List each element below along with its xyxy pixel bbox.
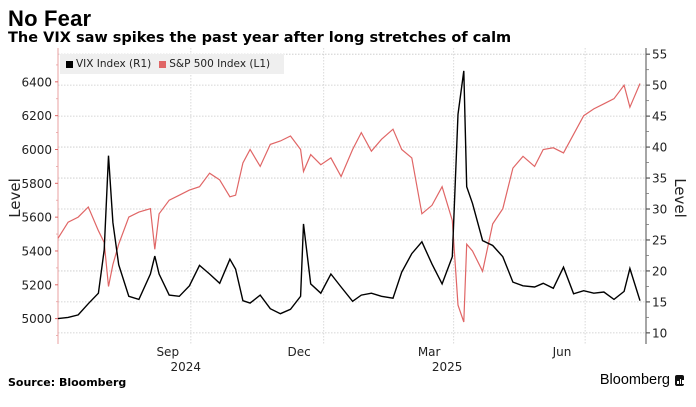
x-year-label: 2025 [432, 360, 463, 374]
right-tick-label: 40 [652, 141, 667, 155]
left-tick-label: 6000 [21, 143, 52, 157]
chart-subtitle: The VIX saw spikes the past year after l… [8, 30, 512, 46]
right-tick-label: 35 [652, 172, 667, 186]
right-tick-label: 50 [652, 79, 667, 93]
brand-name: Bloomberg [599, 372, 670, 388]
chart-title: No Fear [8, 6, 92, 31]
right-tick-label: 20 [652, 264, 667, 278]
x-tick-label: Sep [156, 345, 179, 359]
legend-label-vix: VIX Index (R1) [76, 58, 152, 70]
right-tick-label: 10 [652, 326, 667, 340]
legend-label-sp500: S&P 500 Index (L1) [169, 58, 271, 70]
right-axis-ticks: 10 15 20 25 30 35 40 45 50 55 [646, 48, 667, 340]
chart-legend: VIX Index (R1) S&P 500 Index (L1) [60, 54, 285, 74]
left-tick-label: 5000 [21, 312, 52, 326]
legend-swatch-vix [66, 60, 73, 68]
right-axis-label: Level [671, 178, 689, 218]
legend-item-vix[interactable]: VIX Index (R1) [66, 58, 151, 70]
legend-item-sp500[interactable]: S&P 500 Index (L1) [159, 58, 270, 70]
left-tick-label: 5800 [21, 177, 52, 191]
right-tick-label: 30 [652, 203, 667, 217]
sp500-series-line [57, 83, 641, 323]
vix-series-line [57, 70, 641, 320]
x-tick-label: Mar [418, 345, 441, 359]
right-tick-label: 25 [652, 233, 667, 247]
x-tick-label: Jun [552, 345, 572, 359]
right-tick-label: 55 [652, 48, 667, 62]
left-tick-label: 5400 [21, 244, 52, 258]
left-tick-label: 5200 [21, 278, 52, 292]
bloomberg-brand: Bloomberg [600, 372, 684, 388]
left-tick-label: 5600 [21, 211, 52, 225]
right-tick-label: 45 [652, 110, 667, 124]
data-points [57, 70, 641, 323]
left-axis-ticks: 5000 5200 5400 5600 5800 6000 6200 6400 [21, 64, 58, 336]
left-tick-label: 6200 [21, 109, 52, 123]
right-tick-label: 15 [652, 295, 667, 309]
source-note: Source: Bloomberg [8, 376, 127, 389]
x-tick-label: Dec [288, 345, 311, 359]
x-axis-ticks: Sep Dec Mar Jun 2024 2025 [156, 345, 571, 374]
legend-swatch-sp500 [159, 60, 167, 68]
gridlines [58, 48, 646, 344]
x-year-label: 2024 [170, 360, 201, 374]
bloomberg-logo-icon [675, 374, 684, 386]
left-tick-label: 6400 [21, 75, 52, 89]
left-axis-label: Level [6, 178, 24, 218]
